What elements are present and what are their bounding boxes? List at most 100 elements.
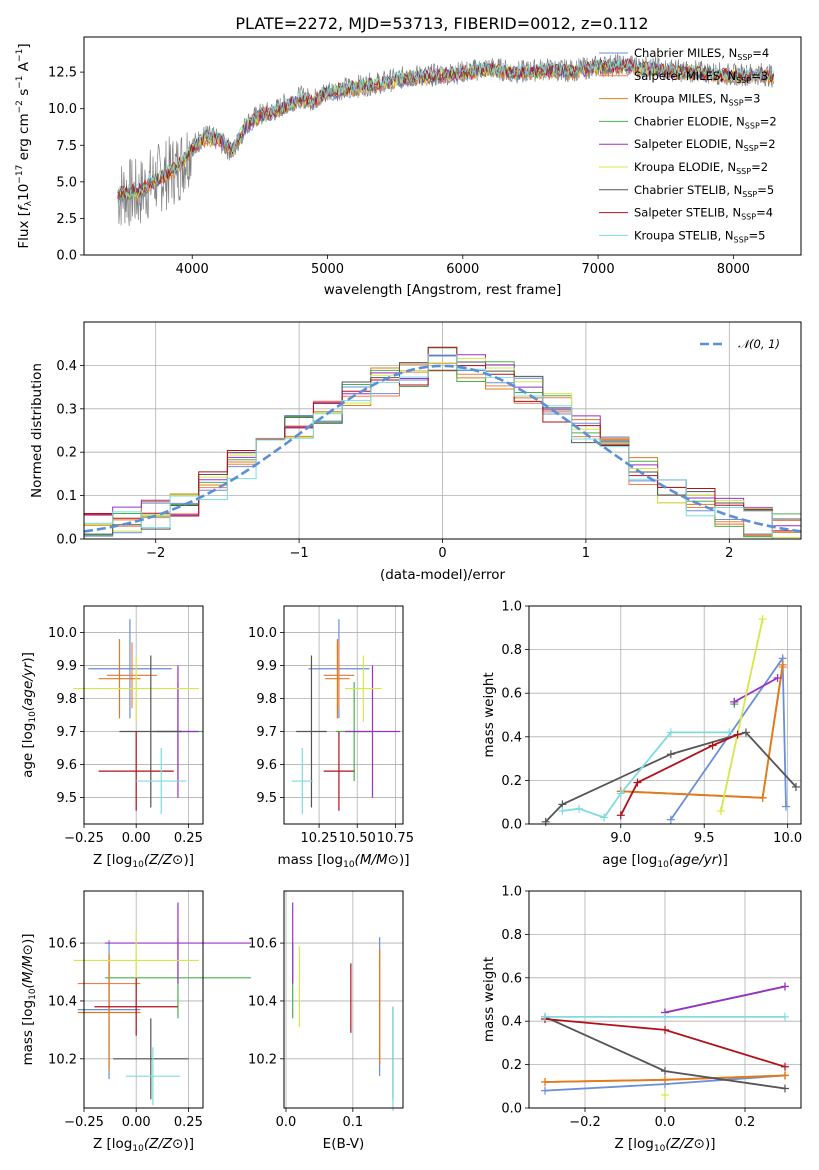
y-tick-label: 10.6: [48, 937, 77, 952]
x-tick-label: 9.5: [694, 831, 715, 846]
label-part: Z [log: [614, 1136, 653, 1152]
label-part: ⊙)]: [20, 933, 36, 955]
label-part: s: [16, 89, 32, 100]
weight-line-chabrier-stelib: [545, 731, 797, 823]
label-part: ⊙)]: [172, 1136, 194, 1152]
residual-panel: −2 −1 0 1 2 0.0 0.1 0.2 0.3 0.4 (data-model)/error…: [29, 321, 802, 583]
y-tick-label: 9.9: [256, 659, 277, 674]
y-tick-label: 0.6: [501, 687, 522, 702]
label-part: −17: [15, 165, 25, 184]
label-part: Salpeter MILES, N: [634, 69, 736, 83]
label-part: mass [log: [277, 852, 343, 868]
x-tick-label: 0.0: [276, 1115, 297, 1130]
y-tick-label: 9.6: [56, 758, 77, 773]
label-part: (age/yr: [20, 661, 36, 711]
label-part: age [log: [20, 723, 36, 778]
x-tick-label: −0.25: [64, 1115, 104, 1130]
legend-entry: Chabrier ELODIE, NSSP=2: [634, 114, 777, 130]
label-part: 10: [28, 711, 38, 723]
label-part: f: [16, 204, 32, 211]
x-tick-label: 10.75: [377, 831, 414, 846]
y-tick-label: 9.7: [256, 725, 277, 740]
y-tick-label: 10.0: [248, 626, 277, 641]
x-tick-label: 9.0: [610, 831, 631, 846]
x-tick-label: 0.25: [174, 831, 203, 846]
y-tick-label: 0.8: [501, 928, 522, 943]
axes-frame: [83, 321, 802, 540]
x-tick-label: 0.00: [122, 1115, 151, 1130]
y-tick-label: 0.2: [56, 446, 77, 461]
label-part: SSP: [737, 53, 752, 62]
y-tick-label: 9.6: [256, 758, 277, 773]
label-part: SSP: [736, 167, 751, 176]
label-part: Z [log: [93, 852, 132, 868]
x-tick-label: 10.50: [339, 831, 376, 846]
label-part: Salpeter ELODIE, N: [634, 137, 744, 151]
label-part: −1: [15, 49, 25, 62]
weight-line-kroupa-elodie: [720, 618, 764, 812]
weight-panel-z: −0.2 0.0 0.2 0.0 0.2 0.4 0.6 0.8 1.0 Z [log10(Z/Z…: [481, 885, 802, 1154]
y-tick-label: 1.0: [501, 885, 522, 900]
label-part: Flux [: [16, 211, 32, 249]
y-tick-label: 10.0: [48, 626, 77, 641]
x-tick-label: 10.25: [300, 831, 337, 846]
weight-panel-age: 9.0 9.5 10.0 0.0 0.2 0.4 0.6 0.8 1.0 age [log10(a…: [481, 600, 802, 871]
label-part: −2: [15, 100, 25, 113]
y-tick-label: 0.2: [501, 774, 522, 789]
label-part: 10: [343, 860, 355, 870]
model-spectrum-line-chabrier-stelib: [117, 59, 774, 199]
label-part: =4: [756, 206, 773, 220]
x-tick-label: 6000: [446, 262, 479, 277]
label-part: 10: [657, 860, 669, 870]
errorbar-panel-mass-age: 10.25 10.50 10.75 9.5 9.6 9.7 9.8 9.9 10.0 mass […: [248, 605, 414, 870]
histogram-kroupa-stelib: [84, 354, 801, 540]
legend-entry: Salpeter STELIB, NSSP=4: [634, 206, 773, 222]
y-tick-label: 0.3: [56, 402, 77, 417]
label-part: Chabrier STELIB, N: [634, 183, 742, 197]
label-part: SSP: [741, 213, 756, 222]
x-tick-label: 1: [582, 546, 590, 561]
y-tick-label: 0.0: [56, 249, 77, 264]
axes-frame: [528, 605, 802, 825]
label-part: =5: [757, 183, 774, 197]
label-part: ⊙)]: [694, 1136, 716, 1152]
label-part: =2: [759, 137, 776, 151]
label-part: )]: [717, 852, 728, 868]
label-part: =4: [752, 46, 769, 60]
weight-line-salpeter-stelib: [619, 733, 738, 816]
label-part: Kroupa STELIB, N: [634, 228, 734, 242]
label-part: 10: [654, 1144, 666, 1154]
label-part: Chabrier MILES, N: [634, 46, 737, 60]
histogram-salpeter-stelib: [84, 346, 801, 532]
label-part: =2: [751, 160, 768, 174]
label-part: ⊙)]: [388, 852, 410, 868]
legend-entry: Chabrier MILES, NSSP=4: [634, 46, 769, 62]
x-tick-label: 8000: [717, 262, 750, 277]
x-tick-label: 0.00: [122, 831, 151, 846]
label-part: =5: [749, 228, 766, 242]
y-tick-label: 7.5: [56, 139, 77, 154]
model-spectrum-line-salpeter-stelib: [117, 58, 775, 199]
label-part: age [log: [602, 852, 657, 868]
label-part: erg cm: [16, 113, 32, 164]
legend-entry: Chabrier STELIB, NSSP=5: [634, 183, 774, 199]
y-label-age: age [log10(age/yr)]: [20, 652, 38, 778]
weight-line-salpeter-elodie: [733, 677, 779, 703]
y-tick-label: 0.1: [56, 489, 77, 504]
label-part: =2: [760, 114, 777, 128]
y-tick-label: 1.0: [501, 600, 522, 615]
label-part: 10: [28, 988, 38, 1000]
label-part: 10: [132, 1144, 144, 1154]
legend-entry: Salpeter ELODIE, NSSP=2: [634, 137, 776, 153]
label-part: mass weight: [481, 672, 497, 757]
label-part: SSP: [729, 99, 744, 108]
x-tick-label: 0.25: [174, 1115, 203, 1130]
spectrum-panel: 4000 5000 6000 7000 8000 0.0 2.5 5.0 7.5 10.0 12.5…: [15, 36, 802, 298]
y-tick-label: 0.6: [501, 971, 522, 986]
x-tick-label: −0.2: [569, 1115, 601, 1130]
x-tick-label: 10.0: [773, 831, 802, 846]
legend-gaussian-label: 𝒩(0, 1): [738, 337, 780, 351]
y-tick-label: 10.2: [48, 1052, 77, 1067]
